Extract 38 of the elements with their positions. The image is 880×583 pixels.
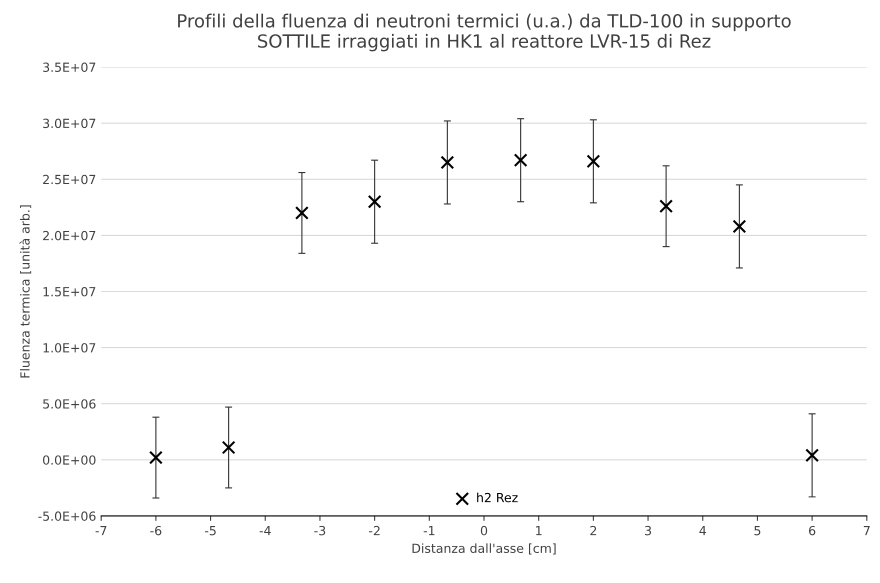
x-tick-label: -4 (260, 526, 271, 536)
point (732, 220, 746, 234)
x-tick-label: -6 (150, 526, 162, 536)
y-tick-label: 2.5E+07 (43, 174, 96, 184)
x-tick-label: -7 (96, 526, 106, 536)
point (659, 199, 673, 214)
point (805, 448, 819, 462)
point (295, 206, 309, 220)
point (440, 156, 454, 170)
legend-label: h2 Rez (477, 492, 518, 502)
y-tick-label: 1.0E+07 (44, 343, 96, 353)
point (149, 450, 163, 464)
point (586, 154, 600, 168)
x-tick-label: 6 (809, 526, 816, 536)
y-tick-label: 0.0E+00 (43, 455, 96, 465)
y-axis-title: Fluenza termica [unità arb.] (20, 205, 32, 378)
point (368, 194, 382, 209)
x-tick-label: 4 (699, 526, 706, 536)
x-tick-label: -2 (369, 526, 380, 536)
y-tick-label: -5.0E+06 (38, 511, 96, 521)
point (514, 153, 528, 168)
x-tick-label: -1 (424, 526, 434, 536)
y-tick-label: 1.5E+07 (44, 286, 96, 296)
x-tick-label: 3 (645, 526, 652, 536)
chart-title: Profili della fluenza di neutroni termici (u.a.) da TLD-100 in supporto SOTTILE irraggiati in HK1 al reattore LVR-15 di Rez (178, 14, 791, 52)
y-tick-label: 3.0E+07 (43, 118, 96, 128)
x-tick-label: 2 (590, 526, 596, 536)
x-tick-label: 7 (864, 526, 870, 536)
y-tick-label: 5.0E+06 (43, 399, 96, 409)
x-axis-title: Distanza dall'asse [cm] (412, 543, 556, 554)
x-tick-label: -5 (204, 526, 216, 536)
point (222, 440, 236, 454)
y-tick-label: 2.0E+07 (43, 230, 96, 240)
x-tick-label: 5 (754, 526, 760, 536)
y-tick-label: 3.5E+07 (43, 62, 96, 72)
x-tick-label: 1 (536, 526, 542, 536)
x-tick-label: 0 (480, 526, 488, 536)
x-tick-label: -3 (314, 526, 326, 536)
